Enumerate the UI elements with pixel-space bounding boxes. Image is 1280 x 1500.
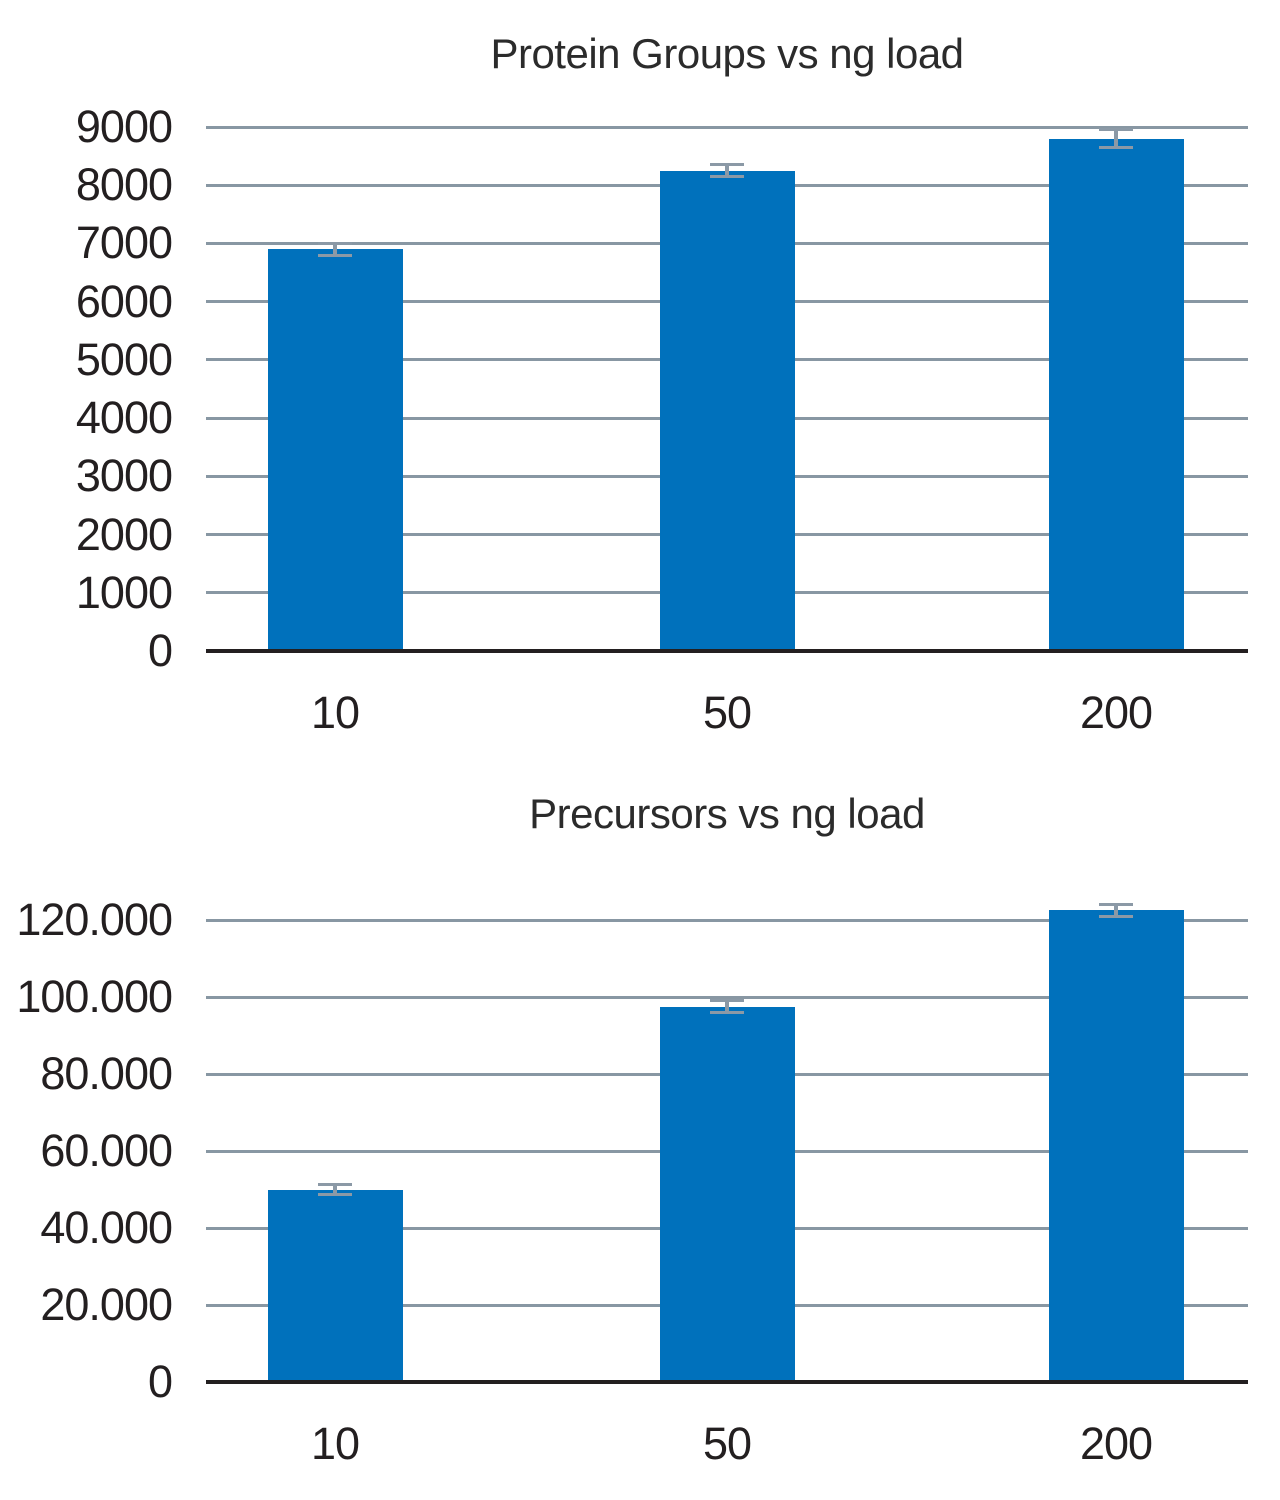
y-tick-label: 6000: [75, 275, 173, 327]
x-tick-label-200: 200: [1079, 687, 1153, 738]
error-bar-cap-bottom: [318, 253, 352, 257]
bar-50: [659, 1006, 795, 1382]
error-bar-cap-top: [318, 1183, 352, 1187]
x-tick-label-50: 50: [702, 1418, 752, 1469]
y-tick-label: 80.000: [40, 1048, 173, 1099]
y-tick-label: 7000: [75, 217, 173, 269]
bar-10: [267, 249, 403, 651]
error-bar-stem: [1114, 129, 1118, 148]
y-tick-label: 0: [147, 625, 173, 676]
error-bar-stem: [725, 164, 729, 177]
bar-10: [267, 1189, 403, 1382]
error-bar-cap-bottom: [1099, 914, 1133, 918]
chart-title-precursors: Precursors vs ng load: [529, 790, 925, 837]
y-tick-label: 9000: [75, 101, 173, 152]
y-tick-label: 40.000: [40, 1202, 173, 1253]
chart-title-protein-groups: Protein Groups vs ng load: [490, 30, 964, 77]
error-bar-cap-top: [710, 163, 744, 167]
error-bar-stem: [333, 243, 337, 256]
error-bar-stem: [725, 1000, 729, 1013]
error-bar-cap-top: [710, 999, 744, 1003]
error-bar-cap-top: [318, 241, 352, 245]
error-bar-cap-bottom: [318, 1192, 352, 1196]
y-tick-label: 100.000: [16, 971, 173, 1022]
protein-groups-chart: 0 1000 2000 3000 4000 5000 6000 7000 8000 9000 10 5…: [76, 101, 1248, 738]
error-bar-stem: [333, 1184, 337, 1195]
x-tick-label-10: 10: [310, 687, 360, 738]
y-tick-label: 8000: [75, 159, 173, 211]
y-tick-label: 60.000: [40, 1125, 173, 1176]
x-axis-line: [206, 1380, 1248, 1384]
y-tick-label: 0: [147, 1356, 173, 1407]
x-axis-line: [206, 649, 1248, 653]
precursors-chart: 0 20.000 40.000 60.000 80.000 100.000 120.000 1…: [16, 894, 1248, 1469]
y-tick-label: 20.000: [40, 1279, 173, 1330]
error-bar-cap-bottom: [710, 1010, 744, 1014]
y-tick-label: 3000: [75, 450, 173, 502]
y-tick-label: 120.000: [16, 894, 173, 945]
y-tick-label: 1000: [75, 566, 173, 618]
gridline: [206, 125, 1248, 129]
y-tick-label: 4000: [75, 392, 173, 444]
x-tick-label-200: 200: [1079, 1418, 1153, 1469]
bar-50: [659, 170, 795, 651]
error-bar-cap-bottom: [710, 174, 744, 178]
y-tick-label: 5000: [75, 333, 173, 385]
bar-200: [1048, 910, 1184, 1382]
error-bar-stem: [1114, 904, 1118, 917]
bar-200: [1048, 138, 1184, 651]
error-bar-cap-top: [1099, 903, 1133, 907]
error-bar-cap-bottom: [1099, 145, 1133, 149]
y-tick-label: 2000: [75, 508, 173, 560]
x-tick-label-50: 50: [702, 687, 752, 738]
x-tick-label-10: 10: [310, 1418, 360, 1469]
gridline: [206, 918, 1248, 922]
error-bar-cap-top: [1099, 128, 1133, 132]
gridline: [206, 995, 1248, 999]
